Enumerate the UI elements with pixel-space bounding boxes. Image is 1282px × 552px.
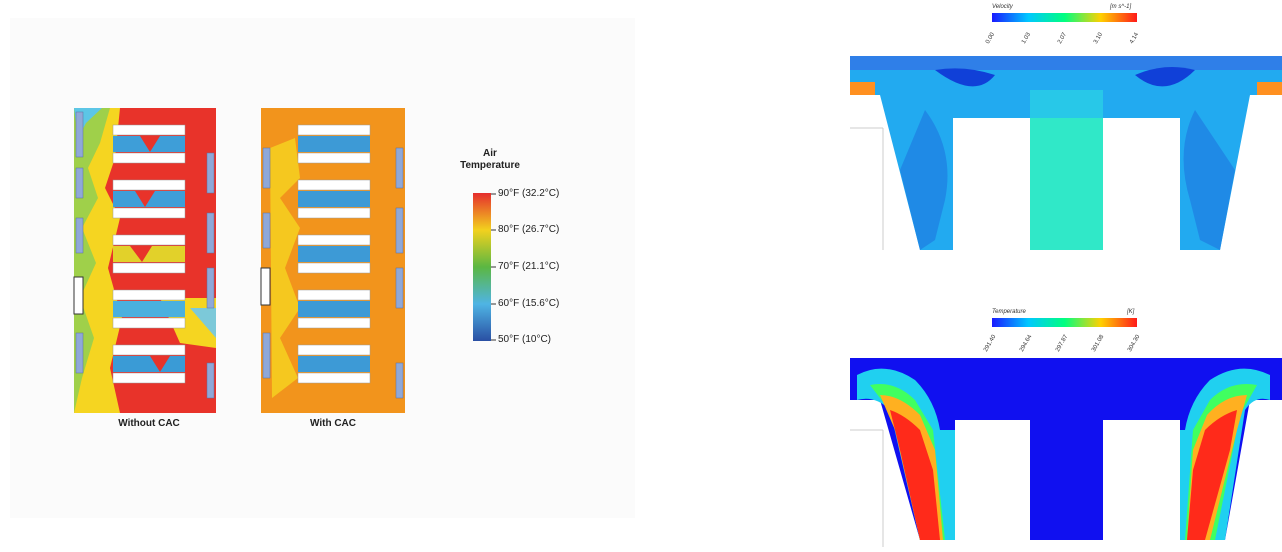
air-legend-title-line2: Temperature xyxy=(460,160,520,171)
air-legend-tick-70: 70°F (21.1°C) xyxy=(498,261,560,272)
velocity-label: Velocity xyxy=(992,4,1013,10)
aisle-temperature-figure: Without CAC With CAC Air Temperature 90°… xyxy=(10,18,635,518)
air-legend-tick-80: 80°F (26.7°C) xyxy=(498,224,560,235)
temperature-cfd-svg xyxy=(850,318,1282,547)
velocity-colorbar xyxy=(992,13,1137,22)
air-legend-tick-50: 50°F (10°C) xyxy=(498,334,552,345)
velocity-cfd-svg xyxy=(850,13,1282,258)
air-temperature-colorbar xyxy=(473,193,491,341)
air-legend-title-line1: Air xyxy=(483,148,497,159)
velocity-unit: [m s^-1] xyxy=(1110,4,1132,10)
temperature-unit: [K] xyxy=(1127,309,1135,315)
temperature-label: Temperature xyxy=(992,309,1026,315)
without-cac-racks xyxy=(112,124,186,384)
with-cac-heatmap xyxy=(260,108,405,413)
air-legend-tick-90: 90°F (32.2°C) xyxy=(498,188,560,199)
without-cac-caption: Without CAC xyxy=(118,418,180,429)
air-legend-title: Air Temperature xyxy=(450,148,530,172)
with-cac-racks xyxy=(297,124,371,384)
with-cac-caption: With CAC xyxy=(309,418,356,429)
temperature-cfd-figure: Temperature [K] 291.40 294.64 297.87 301… xyxy=(845,300,1282,547)
air-legend-tick-60: 60°F (15.6°C) xyxy=(498,298,560,309)
without-cac-heatmap xyxy=(73,108,216,413)
aisle-heatmaps-svg xyxy=(73,108,496,413)
velocity-cfd-figure: Velocity [m s^-1] 0.00 1.03 2.07 3.10 4.… xyxy=(845,0,1282,260)
temperature-colorbar xyxy=(992,318,1137,327)
